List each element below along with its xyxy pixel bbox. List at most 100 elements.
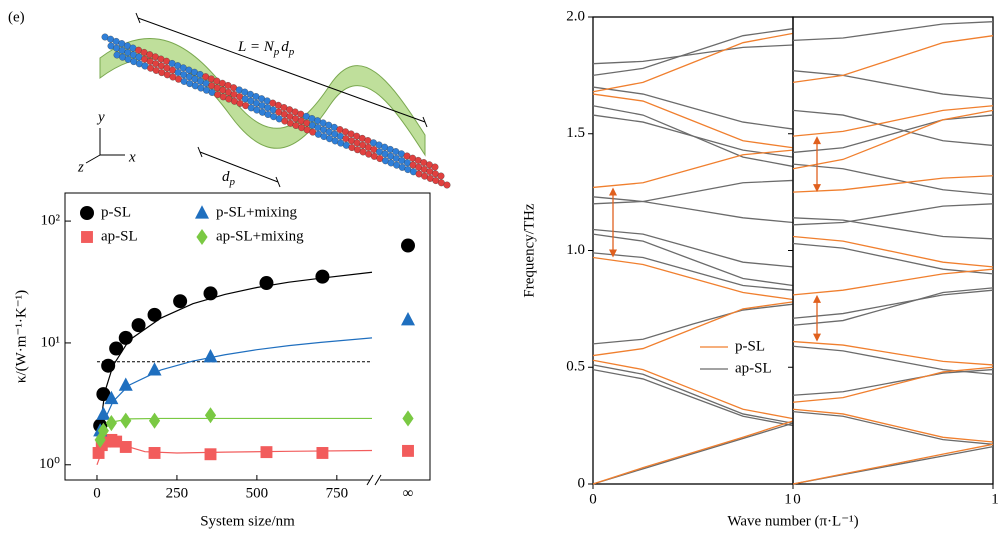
band	[792, 443, 994, 485]
illustration	[99, 33, 451, 189]
y-tick-label: 1.0	[566, 242, 585, 258]
point	[204, 407, 217, 424]
band	[592, 105, 794, 168]
point	[104, 390, 119, 405]
point	[204, 448, 217, 461]
legend-label: p-SL	[101, 204, 131, 220]
arrow-head	[813, 136, 821, 145]
band	[792, 366, 994, 403]
legend-marker	[195, 205, 209, 219]
arrow-head	[609, 187, 617, 196]
band	[792, 21, 994, 41]
x-tick-label: 0	[793, 491, 801, 507]
point	[92, 447, 105, 459]
bracket-end	[197, 146, 203, 158]
band	[592, 422, 794, 485]
axis-arrow	[85, 154, 101, 164]
band	[592, 256, 794, 301]
band	[592, 303, 794, 345]
band	[592, 252, 794, 291]
band	[792, 242, 994, 275]
point	[203, 286, 218, 301]
period-label: dp	[222, 169, 236, 187]
band	[792, 340, 994, 366]
x-tick-label: 750	[326, 485, 349, 501]
point	[118, 377, 133, 391]
band	[792, 35, 994, 84]
arrow-head	[609, 249, 617, 258]
bracket-end	[135, 12, 141, 24]
point	[109, 341, 124, 356]
band	[792, 109, 994, 147]
fit-line	[96, 417, 372, 444]
band	[792, 345, 994, 375]
y-tick-label: 0	[578, 475, 586, 491]
legend-label: ap-SL+mixing	[216, 228, 304, 244]
fit-line	[96, 337, 373, 437]
point	[99, 435, 111, 448]
y-tick-label: 10²	[41, 213, 61, 229]
x-tick-label: 500	[246, 485, 269, 501]
point	[110, 435, 123, 448]
band	[592, 44, 794, 65]
point	[96, 406, 111, 420]
band	[592, 149, 794, 189]
point	[173, 294, 188, 309]
band	[592, 179, 794, 205]
point	[316, 447, 329, 459]
band	[592, 32, 794, 93]
band	[792, 114, 994, 154]
band	[792, 175, 994, 193]
atom	[443, 181, 451, 189]
axis-break-gap	[370, 477, 380, 483]
plot-frame	[64, 192, 431, 481]
band	[592, 228, 794, 268]
legend-label: ap-SL	[101, 228, 138, 244]
point	[402, 410, 414, 427]
legend-label: p-SL+mixing	[216, 204, 297, 220]
point	[119, 441, 132, 453]
legend-label: ap-SL	[735, 360, 772, 376]
point	[97, 422, 109, 439]
point	[148, 412, 161, 429]
band	[792, 235, 994, 268]
band	[792, 70, 994, 100]
atom	[431, 163, 439, 171]
point	[147, 307, 162, 322]
arrow-head	[813, 294, 821, 303]
period-bracket	[199, 151, 279, 183]
point	[203, 349, 218, 363]
y-tick-label: 0.5	[566, 359, 585, 375]
point	[148, 447, 161, 459]
band	[592, 28, 794, 77]
legend-marker	[196, 228, 208, 246]
band	[792, 163, 994, 196]
y-axis-label: κ/(W·m⁻¹·K⁻¹)	[13, 290, 29, 383]
band	[792, 368, 994, 396]
band	[592, 196, 794, 224]
length-bracket	[137, 17, 426, 123]
x-tick-label: 0	[589, 491, 597, 507]
arrow-head	[813, 184, 821, 193]
point	[401, 238, 415, 253]
point	[131, 318, 146, 333]
panel-label: (e)	[8, 9, 25, 25]
atom	[437, 172, 445, 180]
point	[96, 387, 111, 402]
band	[592, 368, 794, 427]
y-axis-label: Frequency/THz	[521, 203, 537, 297]
axis-z-label: z	[77, 159, 84, 175]
point	[147, 362, 162, 376]
y-tick-label: 2.0	[566, 8, 585, 24]
point	[260, 446, 273, 459]
axis-break	[374, 474, 382, 486]
band	[792, 408, 994, 443]
legend-label: p-SL	[735, 338, 765, 354]
x-axis-label: System size/nm	[200, 513, 295, 529]
fit-line	[96, 271, 373, 451]
fit-line	[96, 440, 373, 465]
point	[315, 269, 330, 284]
x-axis-label: Wave number (π·L⁻¹)	[727, 513, 858, 529]
